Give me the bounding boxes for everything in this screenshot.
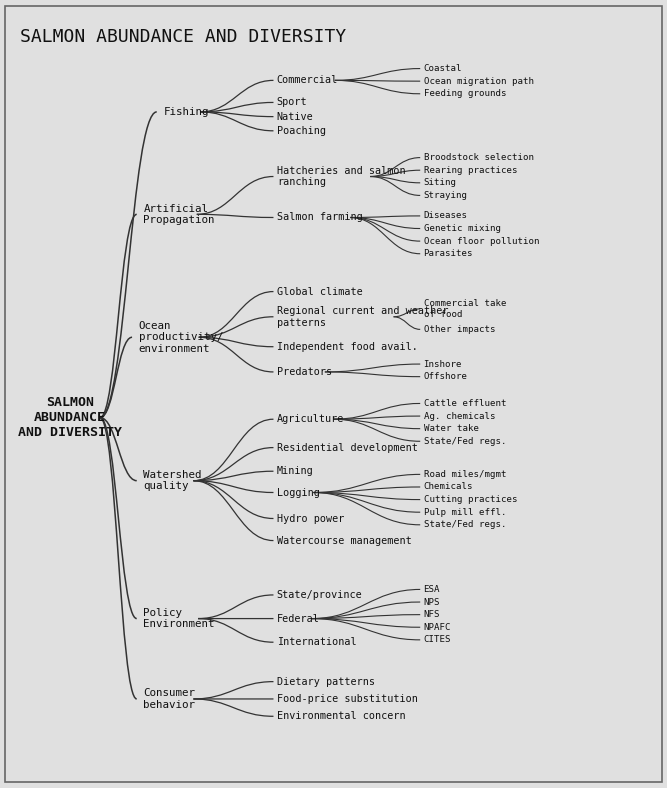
Text: State/province: State/province: [277, 590, 363, 600]
Text: Federal: Federal: [277, 614, 319, 623]
Text: Coastal: Coastal: [424, 64, 462, 73]
Text: International: International: [277, 637, 356, 647]
Text: Artificial
Propagation: Artificial Propagation: [143, 203, 215, 225]
Text: Global climate: Global climate: [277, 287, 363, 296]
Text: Sport: Sport: [277, 98, 307, 107]
Text: Diseases: Diseases: [424, 211, 468, 221]
Text: Watershed
quality: Watershed quality: [143, 470, 202, 492]
Text: Watercourse management: Watercourse management: [277, 536, 412, 545]
Text: Fishing: Fishing: [163, 107, 209, 117]
Text: Water take: Water take: [424, 424, 478, 433]
Text: Consumer
behavior: Consumer behavior: [143, 688, 195, 710]
Text: NPS: NPS: [424, 597, 440, 607]
Text: ESA: ESA: [424, 585, 440, 594]
Text: Ocean migration path: Ocean migration path: [424, 76, 534, 86]
Text: NFS: NFS: [424, 610, 440, 619]
Text: Rearing practices: Rearing practices: [424, 165, 517, 175]
Text: Straying: Straying: [424, 191, 468, 200]
Text: Road miles/mgmt: Road miles/mgmt: [424, 470, 506, 479]
Text: Pulp mill effl.: Pulp mill effl.: [424, 507, 506, 517]
Text: Poaching: Poaching: [277, 126, 325, 136]
Text: Genetic mixing: Genetic mixing: [424, 224, 500, 233]
Text: Other impacts: Other impacts: [424, 325, 495, 334]
Text: Siting: Siting: [424, 178, 456, 188]
Text: CITES: CITES: [424, 635, 451, 645]
Text: Cattle effluent: Cattle effluent: [424, 399, 506, 408]
Text: NPAFC: NPAFC: [424, 623, 451, 632]
Text: Chemicals: Chemicals: [424, 482, 473, 492]
Text: Food-price substitution: Food-price substitution: [277, 694, 418, 704]
Text: State/Fed regs.: State/Fed regs.: [424, 520, 506, 530]
Text: Offshore: Offshore: [424, 372, 468, 381]
Text: Broodstock selection: Broodstock selection: [424, 153, 534, 162]
Text: Hydro power: Hydro power: [277, 514, 344, 523]
Text: SALMON
ABUNDANCE
AND DIVERSITY: SALMON ABUNDANCE AND DIVERSITY: [18, 396, 122, 439]
Text: Residential development: Residential development: [277, 443, 418, 452]
Text: Mining: Mining: [277, 466, 313, 476]
Text: Inshore: Inshore: [424, 359, 462, 369]
Text: Independent food avail.: Independent food avail.: [277, 342, 418, 351]
Text: Logging: Logging: [277, 488, 319, 497]
Text: Cutting practices: Cutting practices: [424, 495, 517, 504]
Text: Ocean
productivity/
environment: Ocean productivity/ environment: [139, 321, 223, 354]
Text: Environmental concern: Environmental concern: [277, 712, 406, 721]
Text: Parasites: Parasites: [424, 249, 473, 258]
Text: Ag. chemicals: Ag. chemicals: [424, 411, 495, 421]
Text: Feeding grounds: Feeding grounds: [424, 89, 506, 98]
Text: Dietary patterns: Dietary patterns: [277, 677, 375, 686]
Text: Ocean floor pollution: Ocean floor pollution: [424, 236, 539, 246]
Text: Hatcheries and salmon
ranching: Hatcheries and salmon ranching: [277, 165, 406, 188]
Text: Agriculture: Agriculture: [277, 414, 344, 424]
Text: Regional current and weather
patterns: Regional current and weather patterns: [277, 306, 448, 328]
Text: State/Fed regs.: State/Fed regs.: [424, 437, 506, 446]
Text: Commercial take
of food: Commercial take of food: [424, 299, 506, 318]
Text: Predators: Predators: [277, 367, 332, 377]
Text: Policy
Environment: Policy Environment: [143, 608, 215, 630]
Text: Salmon farming: Salmon farming: [277, 213, 363, 222]
Text: Native: Native: [277, 112, 313, 121]
Text: Commercial: Commercial: [277, 76, 338, 85]
Text: SALMON ABUNDANCE AND DIVERSITY: SALMON ABUNDANCE AND DIVERSITY: [20, 28, 346, 46]
